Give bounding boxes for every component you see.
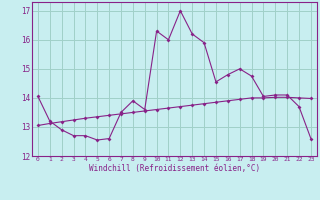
- X-axis label: Windchill (Refroidissement éolien,°C): Windchill (Refroidissement éolien,°C): [89, 164, 260, 173]
